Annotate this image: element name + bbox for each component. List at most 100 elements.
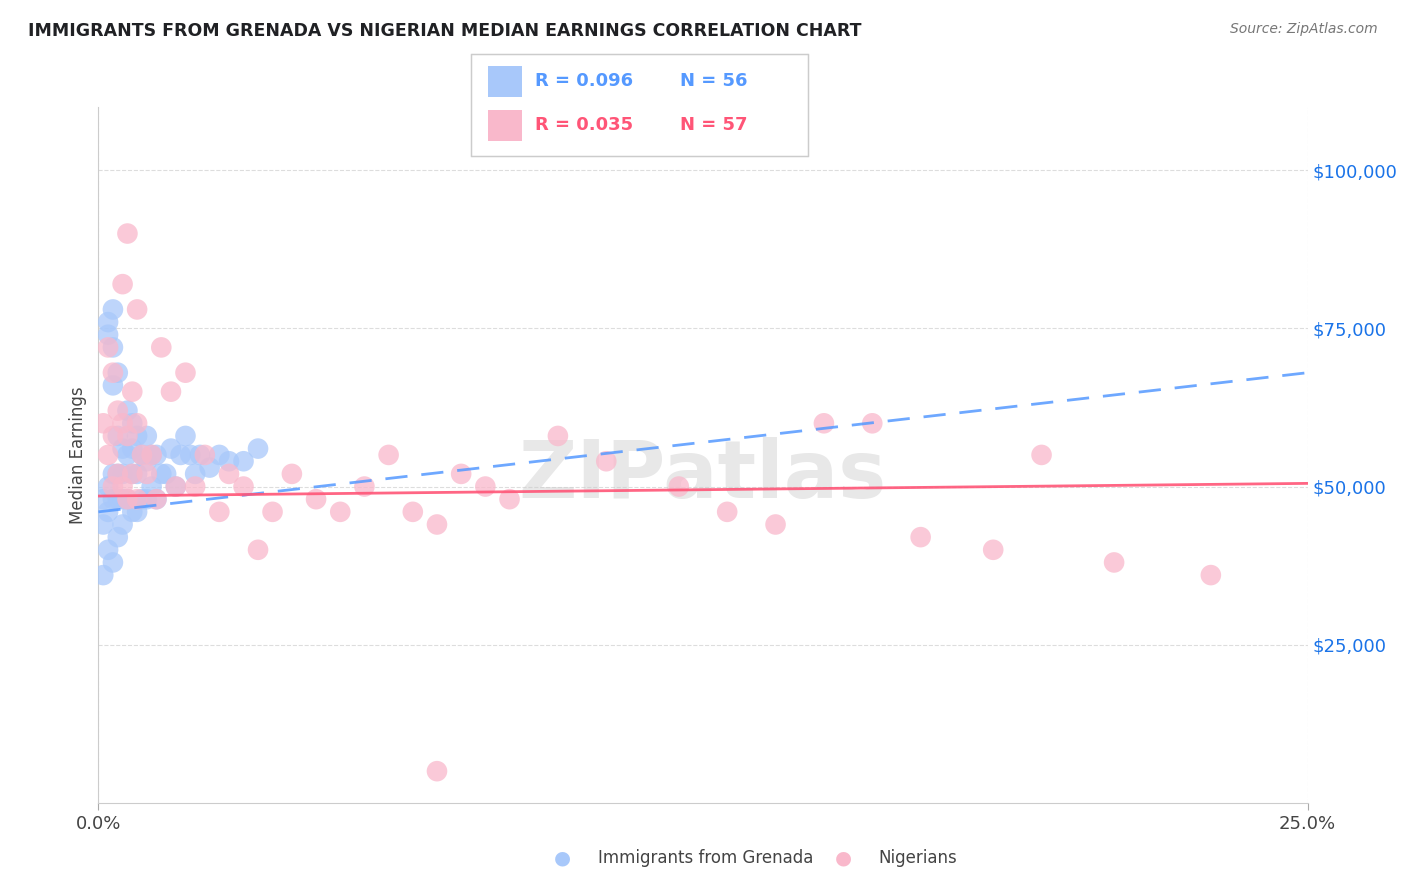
Text: ●: ● (835, 848, 852, 868)
Point (184, 467, 207, 481)
Point (232, 479, 254, 493)
Point (145, 448, 167, 462)
Text: ZIPatlas: ZIPatlas (519, 437, 887, 515)
Point (860, 417, 883, 431)
Point (402, 505, 425, 519)
Point (426, 764, 449, 779)
Point (121, 467, 143, 481)
Point (547, 429, 569, 443)
Point (107, 366, 129, 380)
Point (117, 227, 139, 241)
Text: Immigrants from Grenada: Immigrants from Grenada (598, 849, 813, 867)
Point (184, 479, 207, 493)
Point (329, 505, 352, 519)
Point (101, 378, 124, 392)
Point (813, 417, 835, 431)
Point (97, 542, 120, 557)
Point (117, 429, 139, 443)
Point (111, 517, 134, 532)
Point (97, 479, 120, 493)
Point (107, 492, 129, 507)
Point (127, 467, 149, 481)
Point (426, 517, 449, 532)
Point (198, 460, 221, 475)
Point (169, 448, 191, 462)
Point (247, 442, 270, 456)
Point (165, 479, 187, 493)
Point (160, 384, 183, 399)
Point (121, 467, 143, 481)
Point (281, 467, 304, 481)
Point (150, 340, 173, 354)
Point (179, 448, 201, 462)
Point (101, 492, 124, 507)
Point (141, 479, 163, 493)
Y-axis label: Median Earnings: Median Earnings (69, 386, 87, 524)
Point (127, 492, 149, 507)
Bar (488, 66, 522, 96)
Point (141, 448, 163, 462)
Point (135, 454, 157, 468)
Point (188, 448, 211, 462)
Point (101, 340, 124, 354)
Point (135, 492, 157, 507)
Point (121, 442, 143, 456)
Point (117, 492, 139, 507)
Point (174, 429, 197, 443)
Point (232, 454, 254, 468)
Point (101, 556, 124, 570)
Point (101, 366, 124, 380)
Point (765, 517, 787, 532)
Point (117, 403, 139, 417)
Point (111, 277, 134, 292)
Point (218, 454, 240, 468)
Point (595, 454, 617, 468)
Point (165, 479, 187, 493)
Point (145, 492, 167, 507)
Point (194, 448, 217, 462)
Point (91, 417, 114, 431)
Point (111, 417, 134, 431)
Point (111, 492, 134, 507)
Text: R = 0.096: R = 0.096 (536, 72, 633, 90)
Point (127, 505, 149, 519)
Point (91, 568, 114, 582)
Point (150, 467, 173, 481)
Text: IMMIGRANTS FROM GRENADA VS NIGERIAN MEDIAN EARNINGS CORRELATION CHART: IMMIGRANTS FROM GRENADA VS NIGERIAN MEDI… (28, 22, 862, 40)
Point (91, 492, 114, 507)
Point (111, 442, 134, 456)
Point (208, 448, 231, 462)
Point (305, 492, 328, 507)
Point (117, 492, 139, 507)
Point (131, 448, 153, 462)
Point (474, 479, 496, 493)
Point (107, 530, 129, 544)
Point (121, 505, 143, 519)
Point (1102, 556, 1125, 570)
Bar (488, 110, 522, 141)
Text: Source: ZipAtlas.com: Source: ZipAtlas.com (1230, 22, 1378, 37)
Point (247, 542, 270, 557)
Point (127, 302, 149, 317)
Point (262, 505, 284, 519)
Point (97, 448, 120, 462)
Point (107, 467, 129, 481)
Point (101, 429, 124, 443)
Point (121, 384, 143, 399)
Point (353, 479, 375, 493)
Point (117, 448, 139, 462)
Point (107, 429, 129, 443)
Point (127, 429, 149, 443)
Text: ●: ● (554, 848, 571, 868)
Point (111, 479, 134, 493)
Point (668, 479, 690, 493)
Point (97, 340, 120, 354)
Point (498, 492, 520, 507)
Point (107, 467, 129, 481)
Point (135, 429, 157, 443)
Point (97, 505, 120, 519)
Point (101, 467, 124, 481)
Point (155, 467, 177, 481)
Point (716, 505, 738, 519)
Point (910, 530, 932, 544)
